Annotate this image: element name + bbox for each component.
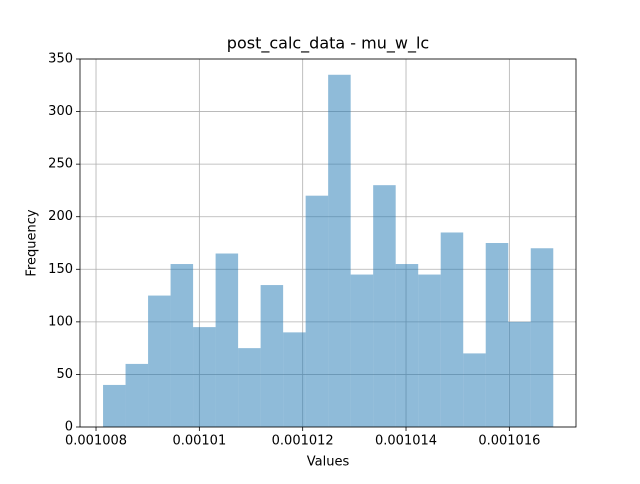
x-tick-label: 0.001008	[65, 434, 127, 449]
bar	[508, 321, 531, 427]
bar	[283, 332, 306, 427]
x-tick-label: 0.001012	[272, 434, 334, 449]
bar	[530, 248, 554, 427]
chart-title: post_calc_data - mu_w_lc	[227, 34, 429, 54]
y-tick-label: 250	[48, 157, 73, 172]
x-tick-label: 0.001014	[375, 434, 437, 449]
bar	[125, 363, 149, 427]
bar	[328, 74, 351, 428]
x-tick-label: 0.00101	[172, 434, 226, 449]
bar	[440, 232, 464, 427]
plot-frame	[79, 58, 577, 428]
bar	[170, 264, 194, 427]
bar	[305, 195, 329, 427]
bar	[350, 274, 374, 427]
bar	[193, 327, 216, 427]
y-tick-label: 150	[48, 262, 73, 277]
y-tick-label: 0	[65, 420, 73, 435]
bar	[418, 274, 441, 427]
x-tick-label: 0.001016	[478, 434, 540, 449]
y-tick-label: 350	[48, 52, 73, 67]
y-tick-label: 50	[56, 367, 73, 382]
y-axis-label: Frequency	[25, 209, 40, 276]
bar	[463, 353, 486, 427]
bar	[148, 295, 171, 427]
x-axis-label: Values	[307, 455, 350, 470]
bar	[485, 243, 509, 427]
y-tick-label: 100	[48, 314, 73, 329]
bar	[395, 264, 419, 427]
bar	[238, 348, 261, 427]
y-tick-label: 300	[48, 104, 73, 119]
bar	[373, 185, 396, 427]
bar	[260, 285, 284, 427]
bar	[215, 253, 239, 427]
y-tick-label: 200	[48, 209, 73, 224]
bar	[103, 384, 126, 427]
